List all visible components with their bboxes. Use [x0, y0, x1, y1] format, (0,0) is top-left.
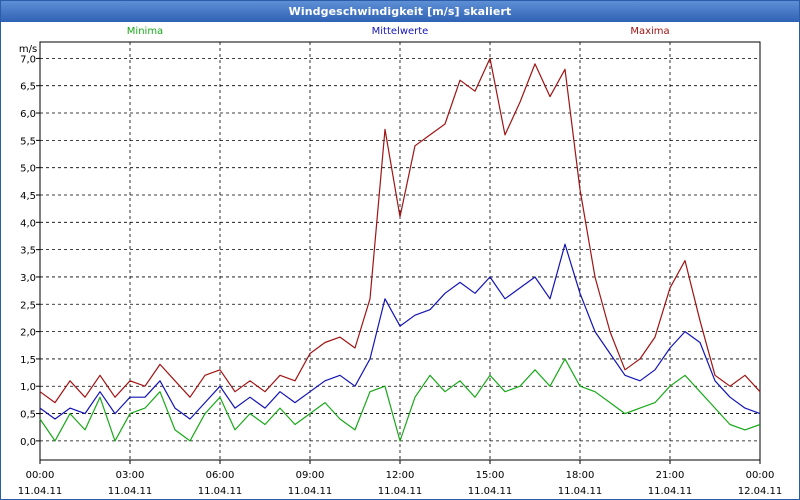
x-tick-date-label: 11.04.11: [288, 486, 333, 497]
x-tick-time-label: 21:00: [656, 470, 685, 481]
x-tick-date-label: 11.04.11: [108, 486, 153, 497]
x-tick-time-label: 06:00: [206, 470, 235, 481]
legend-entry-maxima: Maxima: [630, 26, 669, 37]
y-tick-label: 6,5: [20, 82, 36, 93]
y-tick-label: 0,0: [20, 437, 36, 448]
y-tick-label: 2,0: [20, 328, 36, 339]
y-axis-label: m/s: [19, 44, 37, 55]
x-tick-date-label: 11.04.11: [18, 486, 63, 497]
x-tick-time-label: 12:00: [386, 470, 415, 481]
x-tick-time-label: 18:00: [566, 470, 595, 481]
y-axis-ticks: 0,0 0,5 1,0 1,5 2,0 2,5 3,0 3,5 4,0 4,5 5,0 5,5 6,0 6…: [20, 54, 40, 448]
y-tick-label: 4,0: [20, 218, 36, 229]
x-tick-time-label: 00:00: [746, 470, 775, 481]
y-tick-label: 3,0: [20, 273, 36, 284]
y-tick-label: 5,0: [20, 164, 36, 175]
x-tick-date-label: 11.04.11: [198, 486, 243, 497]
legend-entry-minima: Minima: [127, 26, 163, 37]
y-tick-label: 1,0: [20, 382, 36, 393]
series-line-maxima: [39, 57, 761, 404]
y-tick-label: 1,5: [20, 355, 36, 366]
x-tick-date-label: 11.04.11: [378, 486, 423, 497]
legend: Minima Mittelwerte Maxima: [127, 26, 670, 37]
x-tick-time-label: 09:00: [296, 470, 325, 481]
series-line-mittelwerte: [39, 243, 761, 420]
x-tick-date-label: 11.04.11: [648, 486, 693, 497]
x-tick-time-label: 00:00: [26, 470, 55, 481]
y-tick-label: 7,0: [20, 54, 36, 65]
x-tick-date-label: 11.04.11: [558, 486, 603, 497]
y-tick-label: 0,5: [20, 410, 36, 421]
legend-entry-mittelwerte: Mittelwerte: [372, 26, 429, 37]
x-tick-time-label: 03:00: [116, 470, 145, 481]
y-tick-label: 6,0: [20, 109, 36, 120]
window-title: Windgeschwindigkeit [m/s] skaliert: [1, 1, 799, 22]
series-layer: [39, 57, 761, 442]
x-tick-date-label: 12.04.11: [738, 486, 783, 497]
y-tick-label: 4,5: [20, 191, 36, 202]
y-tick-label: 2,5: [20, 300, 36, 311]
series-line-minima: [39, 358, 761, 442]
x-tick-time-label: 15:00: [476, 470, 505, 481]
y-tick-label: 3,5: [20, 246, 36, 257]
y-tick-label: 5,5: [20, 136, 36, 147]
grid: [40, 42, 760, 460]
x-axis-ticks: 00:00 11.04.11 03:00 11.04.11 06:00 11.04.11 0…: [18, 460, 783, 497]
x-tick-date-label: 11.04.11: [468, 486, 513, 497]
